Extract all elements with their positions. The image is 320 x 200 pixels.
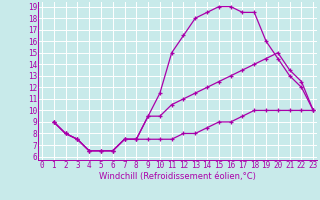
X-axis label: Windchill (Refroidissement éolien,°C): Windchill (Refroidissement éolien,°C)	[99, 172, 256, 181]
